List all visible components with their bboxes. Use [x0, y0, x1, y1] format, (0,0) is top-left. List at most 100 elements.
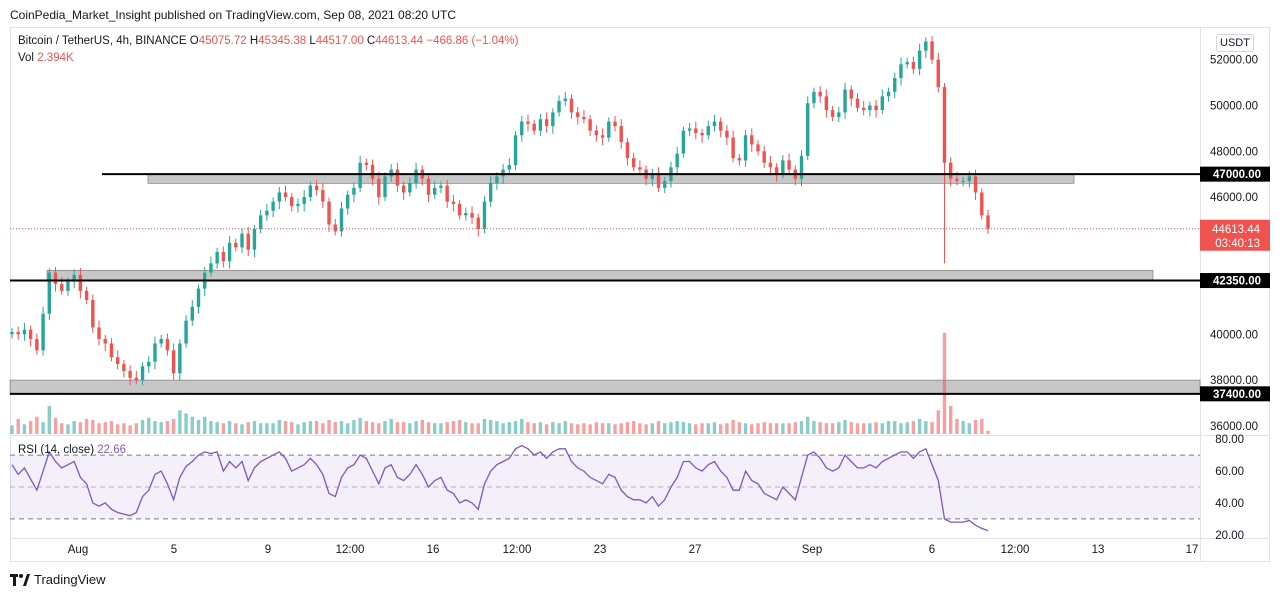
candle [737, 158, 742, 161]
volume-bar [159, 422, 163, 434]
support-zone [9, 379, 1201, 395]
candle [706, 126, 710, 136]
candle [781, 160, 785, 175]
volume-bar [737, 422, 742, 434]
candle [147, 361, 151, 367]
time-tick-label: 5 [171, 544, 177, 556]
volume-bar [650, 423, 655, 434]
volume-bar [980, 418, 984, 434]
volume-bar [501, 423, 505, 434]
volume-bar [401, 422, 406, 434]
countdown-label: 03:40:13 [1215, 238, 1260, 250]
volume-bar [861, 423, 866, 434]
rsi-line [11, 444, 989, 532]
time-tick-label: 6 [929, 544, 935, 556]
volume-bar [426, 422, 431, 434]
high-value: 45345.38 [258, 35, 307, 47]
ohlc-legend: Bitcoin / TetherUS, 4h, BINANCE O45075.7… [18, 35, 518, 47]
price-tick-label: 50000.00 [1210, 101, 1258, 113]
candle [899, 64, 903, 79]
volume-bar [47, 406, 51, 434]
low-value: 44517.00 [315, 35, 364, 47]
volume-bar [526, 422, 530, 434]
volume-bar [582, 423, 586, 434]
candle [731, 137, 735, 159]
candle [625, 142, 630, 159]
rsi-tick-label: 20.00 [1215, 530, 1244, 542]
candle [159, 338, 163, 344]
volume-bar [147, 417, 151, 434]
volume-bar [153, 421, 157, 434]
candle [389, 169, 393, 177]
candle [526, 121, 530, 124]
volume-bar [942, 332, 947, 434]
symbol-line: Bitcoin / TetherUS, 4h, BINANCE [18, 35, 187, 47]
volume-bar [781, 423, 785, 434]
candle [694, 128, 698, 133]
time-tick-label: Aug [68, 544, 88, 556]
candle [221, 251, 226, 262]
candle [712, 121, 717, 127]
candle [171, 350, 176, 374]
volume-bar [333, 422, 337, 434]
candle [395, 169, 400, 186]
volume-bar [930, 422, 934, 434]
candle [41, 313, 45, 351]
volume-bar [35, 416, 39, 434]
volume-bar [271, 423, 275, 434]
volume-bar [91, 420, 95, 434]
volume-bar [756, 423, 760, 434]
volume-bar [911, 421, 916, 434]
volume-bar [16, 418, 20, 434]
candle [905, 62, 909, 65]
volume-value: 2.394K [37, 52, 74, 64]
candle [955, 178, 959, 182]
volume-bar [787, 423, 791, 434]
volume-bar [134, 423, 139, 434]
volume-bar [364, 421, 369, 434]
candle [364, 162, 369, 165]
candle [743, 135, 748, 161]
volume-bar [712, 422, 717, 434]
volume-bar [644, 424, 648, 434]
candle [799, 155, 804, 179]
candle [66, 281, 70, 291]
volume-bar [986, 430, 990, 434]
candle [265, 210, 269, 216]
volume-bar [681, 422, 686, 434]
volume-bar [893, 421, 897, 434]
time-tick-label: 16 [427, 544, 440, 556]
volume-bar [613, 424, 617, 434]
volume-bar [22, 424, 27, 434]
volume-bar [433, 423, 437, 434]
price-tick-label: 38000.00 [1210, 375, 1258, 387]
candle [358, 162, 362, 188]
volume-bar [638, 423, 642, 434]
candle [868, 105, 872, 111]
candle [594, 130, 599, 136]
volume-bar [961, 421, 965, 434]
volume-bar [520, 418, 524, 434]
level-tag-label: 37400.00 [1213, 389, 1261, 401]
candle [861, 107, 866, 111]
candle [650, 174, 655, 179]
currency-button[interactable]: USDT [1216, 34, 1254, 52]
candle [258, 215, 263, 230]
volume-bar [389, 418, 393, 434]
volume-bar [507, 422, 512, 434]
open-label: O [189, 35, 199, 47]
volume-bar [414, 421, 418, 434]
level-tag [1200, 386, 1270, 402]
publisher-line: CoinPedia_Market_Insight published on Tr… [10, 8, 457, 22]
volume-bar [420, 420, 424, 434]
volume-bar [874, 422, 878, 434]
candle [196, 288, 201, 307]
candle [377, 178, 381, 198]
brand-footer[interactable]: TradingView [10, 572, 106, 587]
volume-bar [706, 423, 710, 434]
candle [893, 78, 897, 92]
volume-bar [122, 423, 126, 434]
candle [619, 126, 623, 143]
volume-bar [663, 423, 667, 434]
